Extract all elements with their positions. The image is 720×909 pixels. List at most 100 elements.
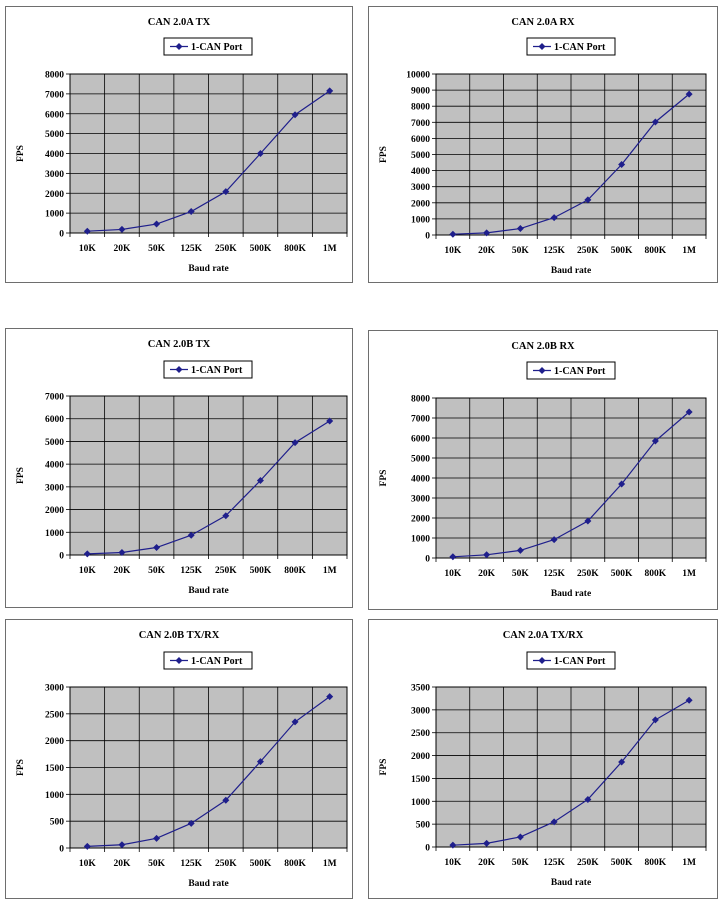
- chart-title: CAN 2.0A TX: [148, 17, 211, 28]
- x-tick-label: 250K: [577, 246, 599, 256]
- x-tick-label: 125K: [180, 244, 202, 254]
- data-point: [222, 796, 230, 804]
- data-point: [449, 553, 457, 561]
- data-point: [550, 536, 558, 544]
- y-tick-label: 1000: [411, 798, 430, 808]
- x-tick-label: 250K: [215, 566, 237, 576]
- x-tick-label: 1M: [323, 566, 337, 576]
- data-point: [118, 549, 126, 557]
- data-point: [222, 512, 230, 520]
- y-tick-label: 7000: [411, 119, 430, 129]
- legend-box: [526, 37, 616, 56]
- x-axis-label: Baud rate: [551, 589, 591, 599]
- data-point: [685, 696, 693, 704]
- chart-panel: CAN 2.0A TX/RX 1-CAN Port 0 500 1000 1500 2000…: [368, 619, 718, 899]
- chart-svg: CAN 2.0B TX 1-CAN Port 0 1000 2000 3000 4000 50…: [16, 339, 348, 596]
- x-tick-label: 20K: [113, 244, 131, 254]
- y-tick-label: 7000: [45, 90, 64, 100]
- series-line: [87, 696, 331, 847]
- x-axis-label: Baud rate: [188, 264, 228, 274]
- data-point: [187, 208, 195, 216]
- data-point: [651, 118, 659, 126]
- data-point: [550, 818, 558, 826]
- x-tick-label: 20K: [478, 569, 496, 579]
- data-point: [83, 227, 91, 235]
- chart-svg: CAN 2.0B TX/RX 1-CAN Port 0 500 1000 1500 2000…: [16, 630, 348, 889]
- data-point: [83, 550, 91, 558]
- chart-panel: CAN 2.0A RX 1-CAN Port 0 1000 2000 3000 4000 50…: [368, 6, 718, 283]
- x-tick-label: 250K: [577, 858, 599, 868]
- x-tick-label: 1M: [323, 859, 337, 869]
- y-tick-label: 0: [425, 232, 430, 242]
- legend-marker: [175, 657, 183, 664]
- x-tick-label: 800K: [645, 246, 667, 256]
- series-line: [452, 411, 690, 558]
- y-tick-label: 3000: [411, 183, 430, 193]
- data-point: [291, 439, 299, 447]
- chart-panel: CAN 2.0B TX 1-CAN Port 0 1000 2000 3000 4000 50…: [5, 328, 353, 608]
- legend-marker: [175, 43, 183, 50]
- chart-title: CAN 2.0A TX/RX: [503, 630, 584, 641]
- legend-label: 1-CAN Port: [554, 42, 606, 53]
- y-tick-label: 5000: [411, 151, 430, 161]
- x-tick-label: 10K: [79, 244, 97, 254]
- series-line: [87, 420, 331, 555]
- data-point: [118, 225, 126, 233]
- data-point: [222, 188, 230, 196]
- x-tick-label: 10K: [444, 858, 462, 868]
- legend-marker: [538, 367, 546, 374]
- data-point: [516, 833, 524, 841]
- data-point: [449, 230, 457, 238]
- x-tick-label: 50K: [148, 859, 166, 869]
- data-point: [685, 408, 693, 416]
- y-tick-label: 1000: [45, 529, 64, 539]
- data-point: [618, 758, 626, 766]
- y-axis-label: FPS: [16, 467, 26, 484]
- y-tick-label: 2500: [411, 729, 430, 739]
- chart-panel: CAN 2.0B TX/RX 1-CAN Port 0 500 1000 1500 2000…: [5, 619, 353, 899]
- y-tick-label: 3000: [45, 170, 64, 180]
- chart-title: CAN 2.0B TX/RX: [139, 630, 220, 641]
- y-tick-label: 0: [59, 845, 64, 855]
- y-tick-label: 1000: [45, 210, 64, 220]
- y-tick-label: 0: [425, 844, 430, 854]
- x-tick-label: 10K: [79, 859, 97, 869]
- x-tick-label: 500K: [611, 858, 633, 868]
- data-point: [651, 437, 659, 445]
- y-tick-label: 3000: [45, 684, 64, 694]
- y-tick-label: 10000: [406, 71, 430, 81]
- data-point: [291, 718, 299, 726]
- data-point: [256, 758, 264, 766]
- legend-marker: [538, 43, 546, 50]
- y-tick-label: 4000: [411, 475, 430, 485]
- x-tick-label: 20K: [478, 858, 496, 868]
- x-tick-label: 500K: [250, 859, 272, 869]
- x-tick-label: 1M: [323, 244, 337, 254]
- x-tick-label: 1M: [682, 246, 696, 256]
- y-axis-label: FPS: [379, 146, 389, 163]
- x-axis-label: Baud rate: [188, 586, 228, 596]
- x-tick-label: 800K: [284, 859, 306, 869]
- y-tick-label: 2000: [45, 506, 64, 516]
- x-axis-label: Baud rate: [188, 879, 228, 889]
- x-tick-label: 800K: [284, 244, 306, 254]
- x-tick-label: 800K: [645, 569, 667, 579]
- data-point: [256, 476, 264, 484]
- x-tick-label: 20K: [478, 246, 496, 256]
- x-tick-label: 500K: [250, 244, 272, 254]
- x-tick-label: 125K: [543, 246, 565, 256]
- chart-svg: CAN 2.0A TX/RX 1-CAN Port 0 500 1000 1500 2000…: [379, 630, 707, 888]
- x-tick-label: 50K: [148, 566, 166, 576]
- y-tick-label: 1000: [411, 535, 430, 545]
- data-point: [118, 841, 126, 849]
- chart-panel: CAN 2.0B RX 1-CAN Port 0 1000 2000 3000 4000 50…: [368, 330, 718, 610]
- x-tick-label: 10K: [444, 569, 462, 579]
- y-tick-label: 3000: [45, 483, 64, 493]
- y-tick-label: 4000: [45, 150, 64, 160]
- data-point: [187, 819, 195, 827]
- x-tick-label: 50K: [512, 569, 530, 579]
- x-tick-label: 125K: [543, 569, 565, 579]
- y-tick-label: 2000: [45, 737, 64, 747]
- y-tick-label: 6000: [411, 435, 430, 445]
- y-tick-label: 2000: [411, 199, 430, 209]
